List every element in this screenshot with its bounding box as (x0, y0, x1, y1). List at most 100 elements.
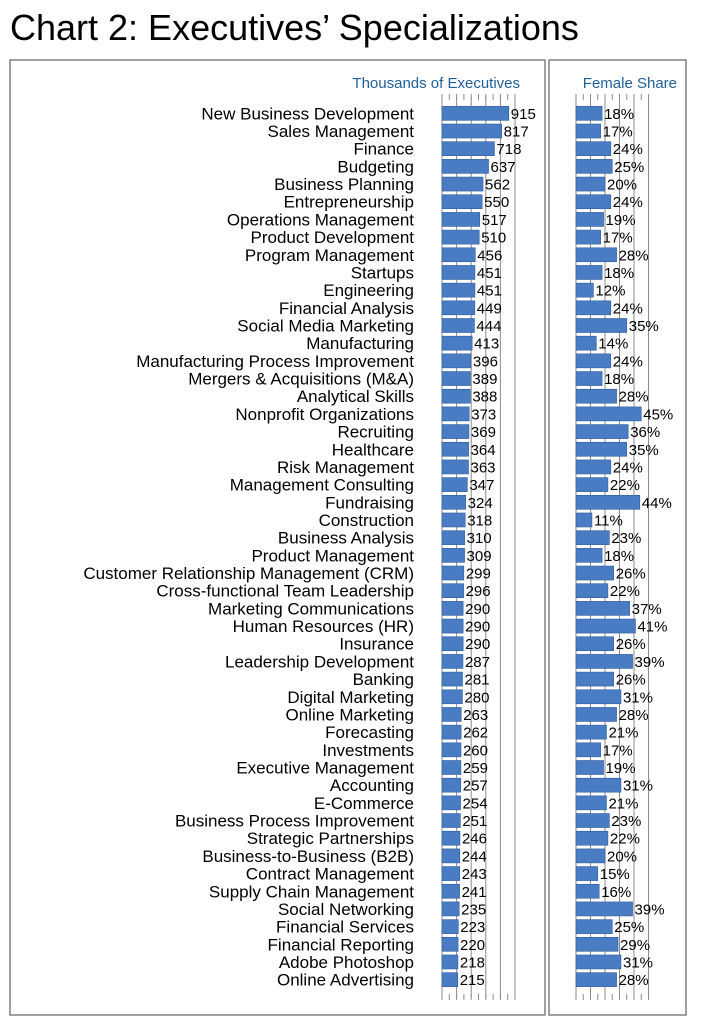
female-share-value-label: 17% (603, 230, 633, 247)
bar-row: Product Management 309 18% (251, 546, 634, 565)
category-label: Product Management (251, 546, 414, 565)
executives-value-label: 413 (474, 336, 499, 353)
female-share-bar (575, 176, 606, 192)
female-share-bar (575, 795, 607, 811)
bar-row: Customer Relationship Management (CRM) 29… (83, 564, 645, 583)
female-share-bar (575, 901, 633, 917)
female-share-bar (575, 406, 642, 422)
executives-bar (441, 300, 476, 316)
executives-bar (441, 548, 465, 563)
executives-bar (441, 265, 476, 280)
female-share-bar (575, 282, 594, 298)
female-share-bar (575, 335, 597, 351)
executives-value-label: 287 (465, 654, 490, 671)
female-share-value-label: 26% (616, 566, 646, 583)
executives-bar (441, 459, 469, 475)
executives-bar (441, 777, 462, 793)
executives-value-label: 389 (472, 371, 497, 388)
executives-bar (441, 123, 502, 139)
female-share-bar (575, 742, 601, 758)
bar-row: Manufacturing Process Improvement 396 24% (136, 352, 643, 371)
bar-row: Fundraising 324 44% (325, 493, 672, 512)
female-share-value-label: 11% (594, 512, 623, 529)
female-share-value-label: 15% (600, 866, 630, 883)
executives-bar (441, 972, 458, 987)
female-share-value-label: 28% (619, 389, 649, 406)
executives-bar (441, 194, 483, 210)
bar-row: Business-to-Business (B2B) 244 20% (202, 847, 637, 866)
bar-row: Human Resources (HR) 290 41% (233, 617, 668, 636)
executives-value-label: 550 (484, 194, 509, 211)
category-label: Analytical Skills (297, 387, 414, 406)
bar-row: Business Process Improvement 251 23% (175, 812, 641, 831)
female-share-bar (575, 512, 593, 528)
female-share-bar (575, 777, 622, 793)
executives-bar (441, 106, 510, 121)
chart-title: Chart 2: Executives’ Specializations (10, 7, 579, 48)
bar-row: Analytical Skills 388 28% (297, 387, 649, 406)
female-share-bar (575, 866, 599, 881)
executives-value-label: 251 (462, 813, 487, 830)
female-share-value-label: 26% (616, 672, 646, 689)
category-label: Social Media Marketing (237, 317, 414, 336)
bar-row: New Business Development 915 18% (201, 104, 634, 123)
bar-row: Digital Marketing 280 31% (287, 688, 653, 707)
female-share-bar (575, 494, 641, 510)
bar-row: Accounting 257 31% (330, 776, 653, 795)
female-share-value-label: 36% (630, 424, 660, 441)
female-share-bar (575, 689, 622, 705)
female-share-value-label: 28% (619, 707, 649, 724)
female-share-bar (575, 265, 603, 280)
category-label: Fundraising (325, 493, 414, 512)
executives-bar (441, 530, 465, 545)
executives-bar (441, 654, 464, 669)
executives-bar (441, 371, 471, 386)
bar-row: Program Management 456 28% (245, 246, 649, 265)
female-share-value-label: 16% (601, 884, 631, 901)
female-share-bar (575, 724, 607, 740)
executives-value-label: 241 (462, 884, 487, 901)
executives-value-label: 364 (471, 442, 496, 459)
executives-value-label: 363 (470, 459, 495, 476)
female-share-value-label: 29% (620, 937, 650, 954)
executives-bar (441, 141, 495, 156)
executives-value-label: 215 (460, 972, 485, 989)
executives-bar (441, 212, 481, 227)
category-label: Cross-functional Team Leadership (156, 582, 414, 601)
female-share-bar (575, 194, 612, 210)
category-label: Nonprofit Organizations (235, 405, 414, 424)
executives-value-label: 223 (460, 919, 485, 936)
bar-row: Operations Management 517 19% (227, 210, 636, 229)
female-share-bar (575, 936, 619, 952)
female-share-value-label: 24% (613, 459, 643, 476)
right-panel-frame (548, 59, 687, 1016)
category-label: Supply Chain Management (209, 882, 414, 901)
female-share-bar (575, 671, 615, 687)
executives-value-label: 456 (477, 247, 502, 264)
female-share-bar (575, 760, 604, 775)
executives-value-label: 220 (460, 937, 485, 954)
female-share-bar (575, 300, 612, 316)
category-label: Strategic Partnerships (247, 829, 414, 848)
executives-bar (441, 707, 462, 722)
executives-bar (441, 494, 466, 510)
bar-row: Online Advertising 215 28% (277, 971, 649, 990)
executives-bar (441, 618, 464, 634)
female-share-value-label: 22% (610, 583, 640, 600)
bar-row: Social Media Marketing 444 35% (237, 317, 658, 336)
female-share-bar (575, 830, 609, 846)
female-share-value-label: 22% (610, 831, 640, 848)
category-label: Healthcare (332, 440, 414, 459)
category-label: Insurance (339, 635, 414, 654)
executives-value-label: 244 (462, 848, 487, 865)
female-share-bar (575, 548, 603, 563)
executives-value-label: 510 (481, 230, 506, 247)
female-share-value-label: 24% (613, 353, 643, 370)
executives-bar (441, 406, 470, 422)
category-label: Online Advertising (277, 971, 414, 990)
category-label: Financial Reporting (268, 935, 414, 954)
executives-value-label: 388 (472, 389, 497, 406)
female-share-value-label: 18% (604, 106, 634, 123)
executives-value-label: 280 (464, 689, 489, 706)
executives-bar (441, 424, 470, 439)
